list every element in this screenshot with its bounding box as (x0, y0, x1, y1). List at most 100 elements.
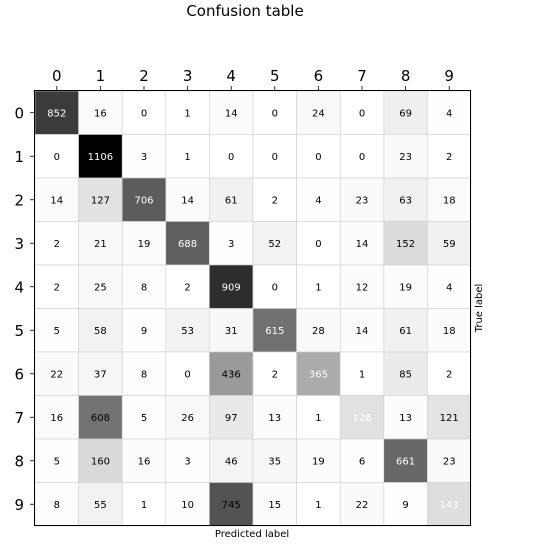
y-axis-label: True label (474, 284, 485, 334)
cell-value-label: 23 (443, 456, 456, 467)
cell-value-label: 4 (446, 108, 452, 119)
cell-value-label: 661 (396, 456, 415, 467)
heatmap-cell (34, 90, 79, 135)
cell-value-label: 745 (222, 500, 241, 511)
cell-value-label: 9 (402, 500, 408, 511)
heatmap-cell (339, 177, 385, 222)
heatmap-cell (78, 482, 123, 527)
cell-value-label: 1 (184, 152, 190, 163)
heatmap-cell (78, 395, 123, 440)
cell-value-label: 63 (399, 195, 412, 206)
heatmap-cell (339, 395, 385, 440)
cell-value-label: 14 (225, 108, 238, 119)
cell-value-label: 2 (184, 282, 190, 293)
heatmap-cell (427, 90, 472, 135)
cell-value-label: 1 (359, 369, 365, 380)
heatmap-cell (209, 221, 254, 266)
heatmap-cell (339, 482, 385, 527)
heatmap-cell (34, 221, 79, 266)
heatmap-cell (427, 482, 472, 527)
heatmap-cell (296, 221, 341, 266)
heatmap-cell (252, 90, 297, 135)
cell-value-label: 1 (141, 500, 147, 511)
cell-value-label: 128 (352, 413, 371, 424)
x-axis-label: Predicted label (215, 529, 289, 540)
heatmap-cell (165, 482, 210, 527)
heatmap-cell (252, 482, 297, 527)
cell-value-label: 0 (272, 152, 278, 163)
cell-value-label: 9 (141, 326, 147, 337)
cell-value-label: 69 (399, 108, 412, 119)
cell-value-label: 0 (272, 282, 278, 293)
cell-value-label: 10 (181, 500, 194, 511)
heatmap-cell (296, 264, 341, 309)
cell-value-label: 2 (272, 195, 278, 206)
heatmap-cell (252, 351, 297, 396)
cell-value-label: 46 (225, 456, 238, 467)
heatmap-cell (427, 351, 472, 396)
heatmap-cell (121, 438, 167, 483)
heatmap-cell (339, 134, 385, 179)
x-tick-label: 3 (183, 67, 193, 85)
cell-value-label: 1 (315, 413, 321, 424)
heatmap-cell (78, 177, 123, 222)
y-tick-label: 5 (14, 322, 24, 340)
cell-value-label: 31 (225, 326, 238, 337)
cell-value-label: 0 (184, 369, 190, 380)
cell-value-label: 4 (446, 282, 452, 293)
heatmap-cell (427, 134, 472, 179)
heatmap-cell (296, 438, 341, 483)
cell-value-label: 4 (315, 195, 321, 206)
heatmap-cell (209, 482, 254, 527)
heatmap-cell (296, 395, 341, 440)
heatmap-cell (383, 351, 428, 396)
cell-value-label: 18 (443, 195, 456, 206)
heatmap-cell (209, 395, 254, 440)
heatmap-cell (383, 264, 428, 309)
cell-value-label: 12 (356, 282, 369, 293)
cell-value-label: 8 (141, 369, 147, 380)
cell-value-label: 127 (91, 195, 110, 206)
heatmap-cell (78, 438, 123, 483)
x-tick-labels: 0 1 2 3 4 5 6 7 8 9 (52, 67, 454, 91)
x-tick-label: 4 (226, 67, 236, 85)
heatmap-cell (121, 134, 167, 179)
cell-value-label: 1 (315, 500, 321, 511)
heatmap-cell (339, 351, 385, 396)
y-tick-label: 7 (14, 409, 24, 427)
cell-value-label: 14 (50, 195, 63, 206)
x-tick-label: 0 (52, 67, 62, 85)
cell-value-label: 14 (356, 326, 369, 337)
cell-value-label: 15 (268, 500, 281, 511)
cell-value-label: 16 (94, 108, 107, 119)
cell-value-label: 0 (272, 108, 278, 119)
cell-value-label: 0 (141, 108, 147, 119)
cell-value-label: 6 (359, 456, 365, 467)
cell-value-label: 16 (50, 413, 63, 424)
cell-value-label: 121 (440, 413, 459, 424)
heatmap-cell (383, 482, 428, 527)
cell-value-label: 23 (356, 195, 369, 206)
cell-value-label: 28 (312, 326, 325, 337)
cell-value-label: 3 (184, 456, 190, 467)
heatmap-cell (383, 221, 428, 266)
heatmap-cell (209, 177, 254, 222)
cell-value-label: 5 (54, 456, 60, 467)
y-tick-label: 8 (14, 452, 24, 470)
cell-value-label: 53 (181, 326, 194, 337)
cell-value-label: 59 (443, 239, 456, 250)
cell-value-label: 13 (268, 413, 281, 424)
cell-value-label: 2 (54, 282, 60, 293)
y-tick-labels: 0 1 2 3 4 5 6 7 8 9 (14, 104, 35, 514)
x-tick-label: 7 (357, 67, 367, 85)
y-tick-label: 4 (14, 278, 24, 296)
heatmap-cell (383, 134, 428, 179)
heatmap-cell (121, 264, 167, 309)
heatmap-cell (339, 221, 385, 266)
cell-value-label: 97 (225, 413, 238, 424)
cell-value-label: 909 (222, 282, 241, 293)
heatmap-cell (209, 90, 254, 135)
heatmap-cell (339, 90, 385, 135)
chart-title: Confusion table (186, 2, 303, 20)
